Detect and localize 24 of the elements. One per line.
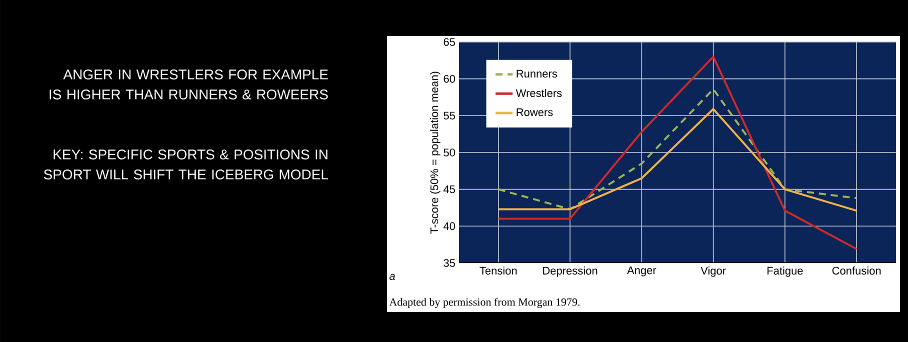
x-tick-label: Depression <box>543 266 598 277</box>
x-tick-label: Anger <box>627 266 656 276</box>
x-tick-label: Confusion <box>832 266 881 275</box>
x-tick-label: Fatigue <box>768 266 803 277</box>
text: Adapted by permission from Morgan 1979. <box>389 298 580 308</box>
y-tick-label: 35 <box>444 259 455 267</box>
y-axis-title: T-score (50% = population mean) <box>430 72 440 234</box>
x-tick-label: Vigor <box>700 266 726 277</box>
line-series <box>497 56 858 250</box>
x-tick-label: Tension <box>480 266 517 275</box>
y-tick-label: 40 <box>443 222 456 230</box>
text: KEY: SPECIFIC SPORTS & POSITIONS IN SPORT WILL SHIFT THE ICEBERG MODEL <box>44 150 328 180</box>
legend-label: Rowers <box>516 108 553 116</box>
y-tick-label: 65 <box>444 38 455 46</box>
legend-label: Runners <box>516 70 558 78</box>
y-tick-label: 45 <box>443 185 455 194</box>
y-tick-label: 50 <box>444 148 456 156</box>
y-tick-label: 60 <box>444 74 456 83</box>
text: ANGER IN WRESTLERS FOR EXAMPLE IS HIGHER THAN RUNNERS & ROWEERS <box>50 70 328 100</box>
legend-label: Wrestlers <box>516 88 562 98</box>
line-series <box>497 108 858 212</box>
y-tick-label: 55 <box>444 112 455 120</box>
line-series <box>497 88 858 210</box>
text: a <box>389 274 395 280</box>
